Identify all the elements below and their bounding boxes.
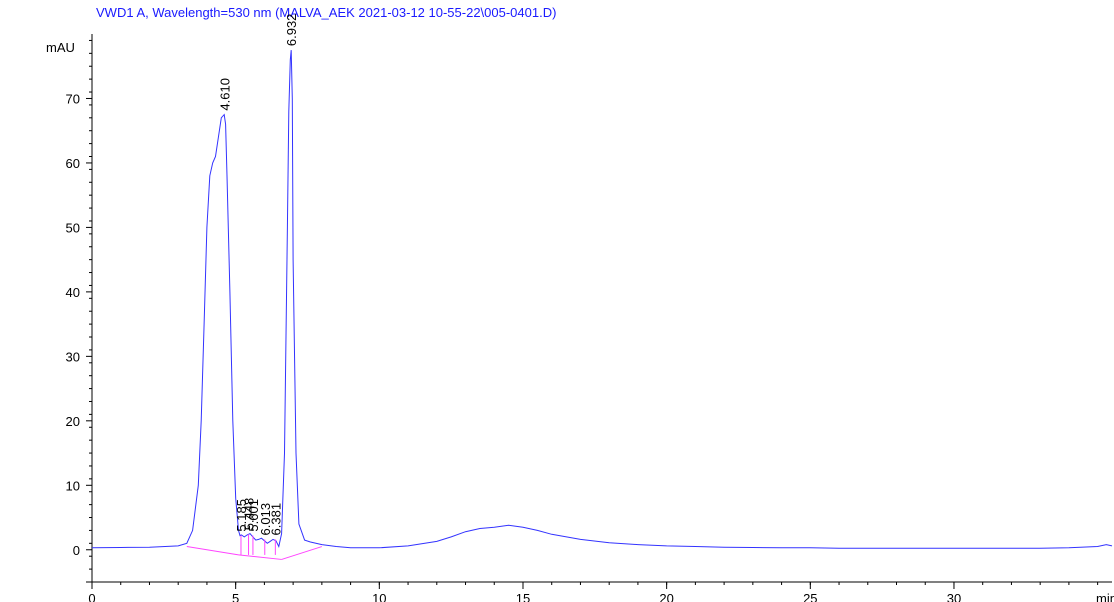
chart-title: VWD1 A, Wavelength=530 nm (MALVA_AEK 202… xyxy=(96,5,556,20)
peak-baselines xyxy=(186,546,323,560)
x-tick-label: 20 xyxy=(659,591,673,602)
y-tick-label: 60 xyxy=(66,156,80,171)
x-tick-label: 10 xyxy=(372,591,386,602)
y-tick-label: 40 xyxy=(66,285,80,300)
axes: 0 10 20 30 40 50 60 70 0 5 10 15 20 25 30 xyxy=(66,34,1112,602)
baseline-segment xyxy=(281,546,323,560)
peak-label: 4.610 xyxy=(217,78,232,111)
y-tick-label: 30 xyxy=(66,349,80,364)
peak-label: 6.932 xyxy=(284,14,299,47)
y-tick-label: 70 xyxy=(66,91,80,106)
y-tick-label: 0 xyxy=(73,543,80,558)
y-tick-label: 50 xyxy=(66,220,80,235)
x-tick-label: 30 xyxy=(947,591,961,602)
signal-line xyxy=(91,50,1113,549)
baseline-segment xyxy=(238,554,282,560)
x-axis-unit-label: min xyxy=(1096,591,1114,602)
x-tick-label: 0 xyxy=(88,591,95,602)
peak-label: 5.185 xyxy=(234,499,249,532)
peak-label: 6.013 xyxy=(258,503,273,536)
y-tick-label: 20 xyxy=(66,414,80,429)
peak-label: 6.381 xyxy=(268,503,283,536)
y-axis-unit-label: mAU xyxy=(46,40,75,55)
y-tick-label: 10 xyxy=(66,478,80,493)
x-tick-label: 5 xyxy=(232,591,239,602)
signal-series xyxy=(91,50,1113,549)
baseline-segment xyxy=(186,546,239,556)
x-tick-label: 25 xyxy=(803,591,817,602)
peak-label: 5.448 xyxy=(242,498,257,531)
peak-label: 5.601 xyxy=(246,499,261,532)
x-tick-label: 15 xyxy=(516,591,530,602)
